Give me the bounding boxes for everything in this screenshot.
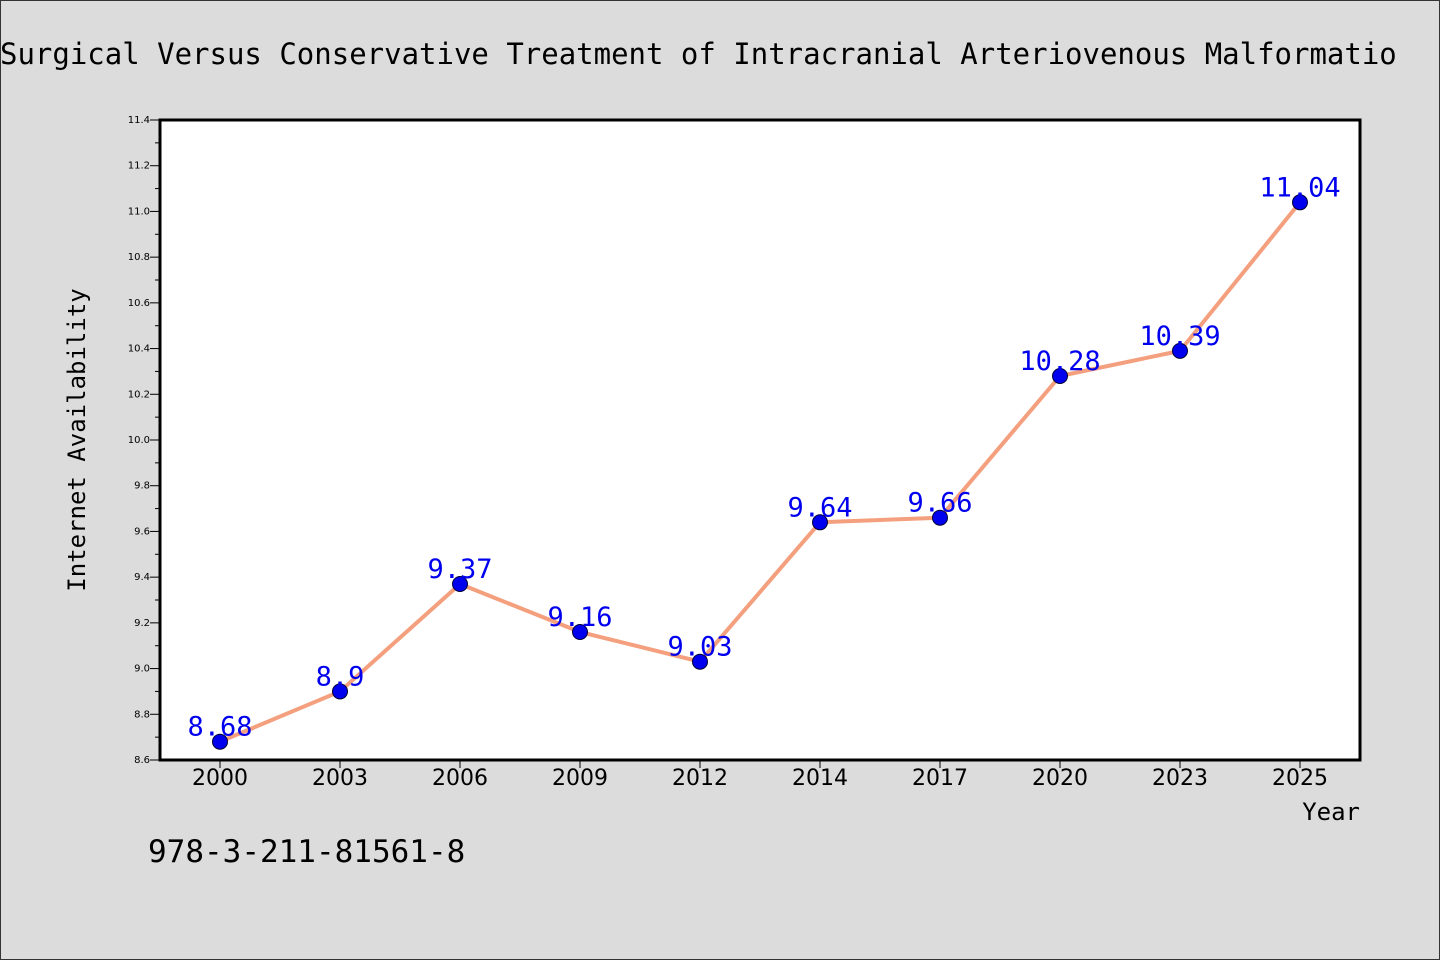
- y-tick-label: 9.2: [134, 618, 150, 629]
- data-label: 10.39: [1139, 321, 1220, 352]
- data-point: [212, 733, 228, 750]
- y-axis: 8.6 8.8 9.0 9.2 9.4 9.6 9.8 10.0 10.2 10.4 10.6 10.…: [128, 115, 160, 766]
- data-point: [692, 653, 708, 670]
- data-label: 9.66: [907, 488, 972, 519]
- data-point: [1292, 194, 1308, 211]
- y-tick-label: 9.6: [134, 526, 150, 537]
- x-tick-label: 2023: [1152, 766, 1208, 791]
- y-tick-label: 10.2: [128, 389, 150, 400]
- data-point: [572, 624, 588, 640]
- y-tick-label: 10.6: [128, 298, 150, 309]
- y-tick-label: 9.4: [134, 572, 150, 583]
- x-axis-label: Year: [1302, 798, 1360, 826]
- x-tick-label: 2012: [672, 766, 728, 791]
- data-point: [1172, 342, 1188, 359]
- y-tick-label: 8.6: [134, 755, 150, 766]
- y-tick-label: 9.8: [134, 481, 150, 492]
- data-label: 9.03: [667, 632, 732, 663]
- isbn-code: 978-3-211-81561-8: [148, 834, 466, 870]
- x-tick-label: 2000: [192, 766, 248, 791]
- data-label: 11.04: [1259, 172, 1340, 203]
- x-tick-label: 2006: [432, 766, 488, 791]
- x-axis: 2000 2003 2006 2009 2012 2014 2017 2020 2023 2025: [192, 760, 1328, 791]
- chart-title: Surgical Versus Conservative Treatment o…: [0, 37, 1397, 71]
- x-tick-label: 2003: [312, 766, 368, 791]
- data-label: 8.68: [187, 712, 252, 743]
- x-tick-label: 2017: [912, 766, 968, 791]
- data-label: 8.9: [316, 661, 365, 692]
- y-tick-label: 9.0: [134, 664, 150, 675]
- y-tick-label: 10.8: [128, 252, 150, 263]
- y-tick-label: 10.0: [128, 435, 150, 446]
- x-tick-label: 2020: [1032, 766, 1088, 791]
- x-tick-label: 2025: [1272, 766, 1328, 791]
- series-line: [219, 201, 1302, 744]
- data-label: 10.28: [1019, 346, 1100, 377]
- data-point: [332, 683, 348, 700]
- y-tick-label: 8.8: [134, 709, 150, 720]
- data-point: [932, 509, 948, 526]
- plot-border: [158, 118, 1362, 762]
- data-markers: [212, 194, 1308, 750]
- data-point: [452, 576, 468, 592]
- y-tick-label: 11.2: [128, 161, 150, 172]
- y-tick-label: 10.4: [128, 344, 150, 355]
- y-tick-label: 11.0: [128, 206, 150, 217]
- data-labels: 8.68 8.9 9.37 9.16 9.03 9.64 9.66 10.28 10.39 11.…: [187, 172, 1340, 742]
- data-label: 9.16: [547, 602, 612, 633]
- x-tick-label: 2009: [552, 766, 608, 791]
- x-tick-label: 2014: [792, 766, 848, 791]
- data-point: [812, 514, 828, 531]
- data-label: 9.37: [427, 554, 492, 585]
- y-axis-label: Internet Availability: [63, 288, 91, 591]
- data-point: [1052, 368, 1068, 384]
- data-label: 9.64: [787, 492, 852, 523]
- y-tick-label: 11.4: [128, 115, 150, 126]
- plot-area: [160, 120, 1360, 760]
